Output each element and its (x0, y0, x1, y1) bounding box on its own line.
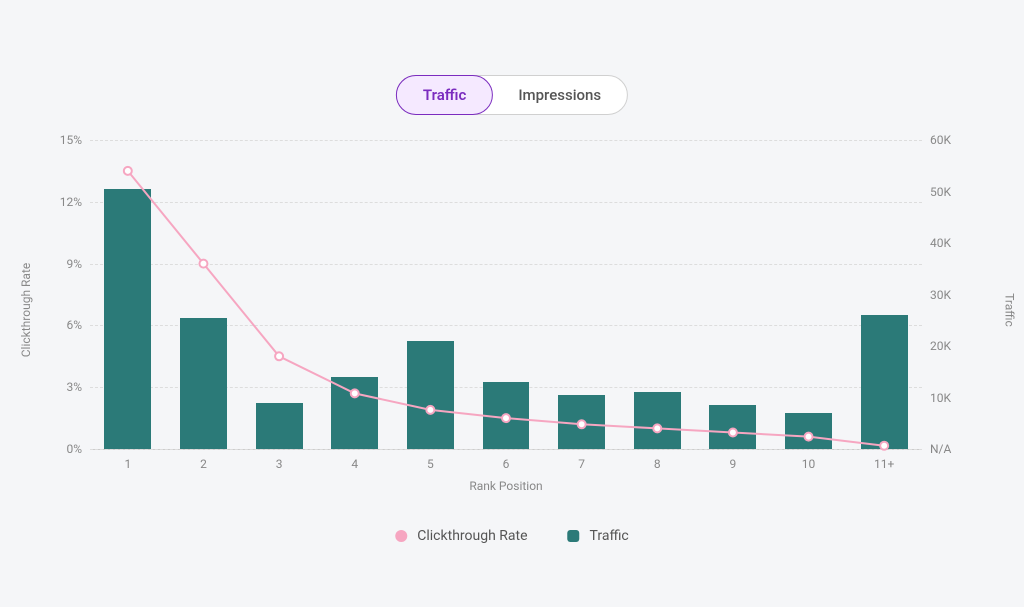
x-tick: 9 (730, 457, 737, 471)
x-tick: 2 (200, 457, 207, 471)
bar[interactable] (861, 315, 908, 449)
toggle-impressions[interactable]: Impressions (492, 76, 627, 114)
y-left-axis-label: Clickthrough Rate (19, 263, 33, 358)
y-left-tick: 9% (66, 257, 82, 271)
bar[interactable] (785, 413, 832, 449)
y-right-tick: 10K (930, 391, 951, 405)
y-left-tick: 3% (66, 380, 82, 394)
bar[interactable] (180, 318, 227, 449)
x-tick: 11+ (874, 457, 894, 471)
x-tick: 3 (276, 457, 283, 471)
y-left-tick: 15% (60, 133, 82, 147)
x-tick: 8 (654, 457, 661, 471)
bar[interactable] (331, 377, 378, 449)
y-right-tick: 50K (930, 185, 951, 199)
x-tick: 6 (503, 457, 510, 471)
bar[interactable] (634, 392, 681, 449)
legend: Clickthrough Rate Traffic (395, 528, 628, 544)
y-right-axis-label: Traffic (1003, 293, 1017, 327)
y-right-tick: 20K (930, 339, 951, 353)
bar[interactable] (709, 405, 756, 449)
y-left-tick: 12% (60, 195, 82, 209)
y-right-tick: 60K (930, 133, 951, 147)
x-tick: 10 (802, 457, 816, 471)
bar[interactable] (256, 403, 303, 449)
x-tick: 5 (427, 457, 434, 471)
gridline (90, 449, 922, 450)
bar[interactable] (104, 189, 151, 449)
bars-layer (90, 140, 922, 449)
toggle-traffic[interactable]: Traffic (396, 75, 493, 115)
legend-item-ctr: Clickthrough Rate (395, 528, 527, 544)
y-left-tick: 0% (66, 442, 82, 456)
x-tick: 7 (578, 457, 585, 471)
x-tick: 4 (351, 457, 358, 471)
x-axis-label: Rank Position (469, 479, 542, 493)
y-right-tick: 40K (930, 236, 951, 250)
bar[interactable] (407, 341, 454, 449)
legend-item-traffic: Traffic (568, 528, 629, 544)
toggle-impressions-label: Impressions (518, 86, 601, 104)
legend-label-traffic: Traffic (590, 528, 629, 544)
y-right-tick: 30K (930, 288, 951, 302)
x-tick: 1 (124, 457, 131, 471)
y-right-tick: N/A (930, 442, 951, 456)
legend-label-ctr: Clickthrough Rate (417, 528, 527, 544)
plot-area: Rank Position 0%3%6%9%12%15%N/A10K20K30K… (90, 140, 922, 450)
metric-toggle-group: Traffic Impressions (396, 75, 628, 115)
bar[interactable] (483, 382, 530, 449)
bar[interactable] (558, 395, 605, 449)
chart-container: Clickthrough Rate Traffic Rank Position … (40, 140, 984, 480)
legend-swatch-ctr (395, 530, 407, 542)
legend-swatch-traffic (568, 530, 580, 542)
y-left-tick: 6% (66, 318, 82, 332)
toggle-traffic-label: Traffic (423, 86, 466, 104)
